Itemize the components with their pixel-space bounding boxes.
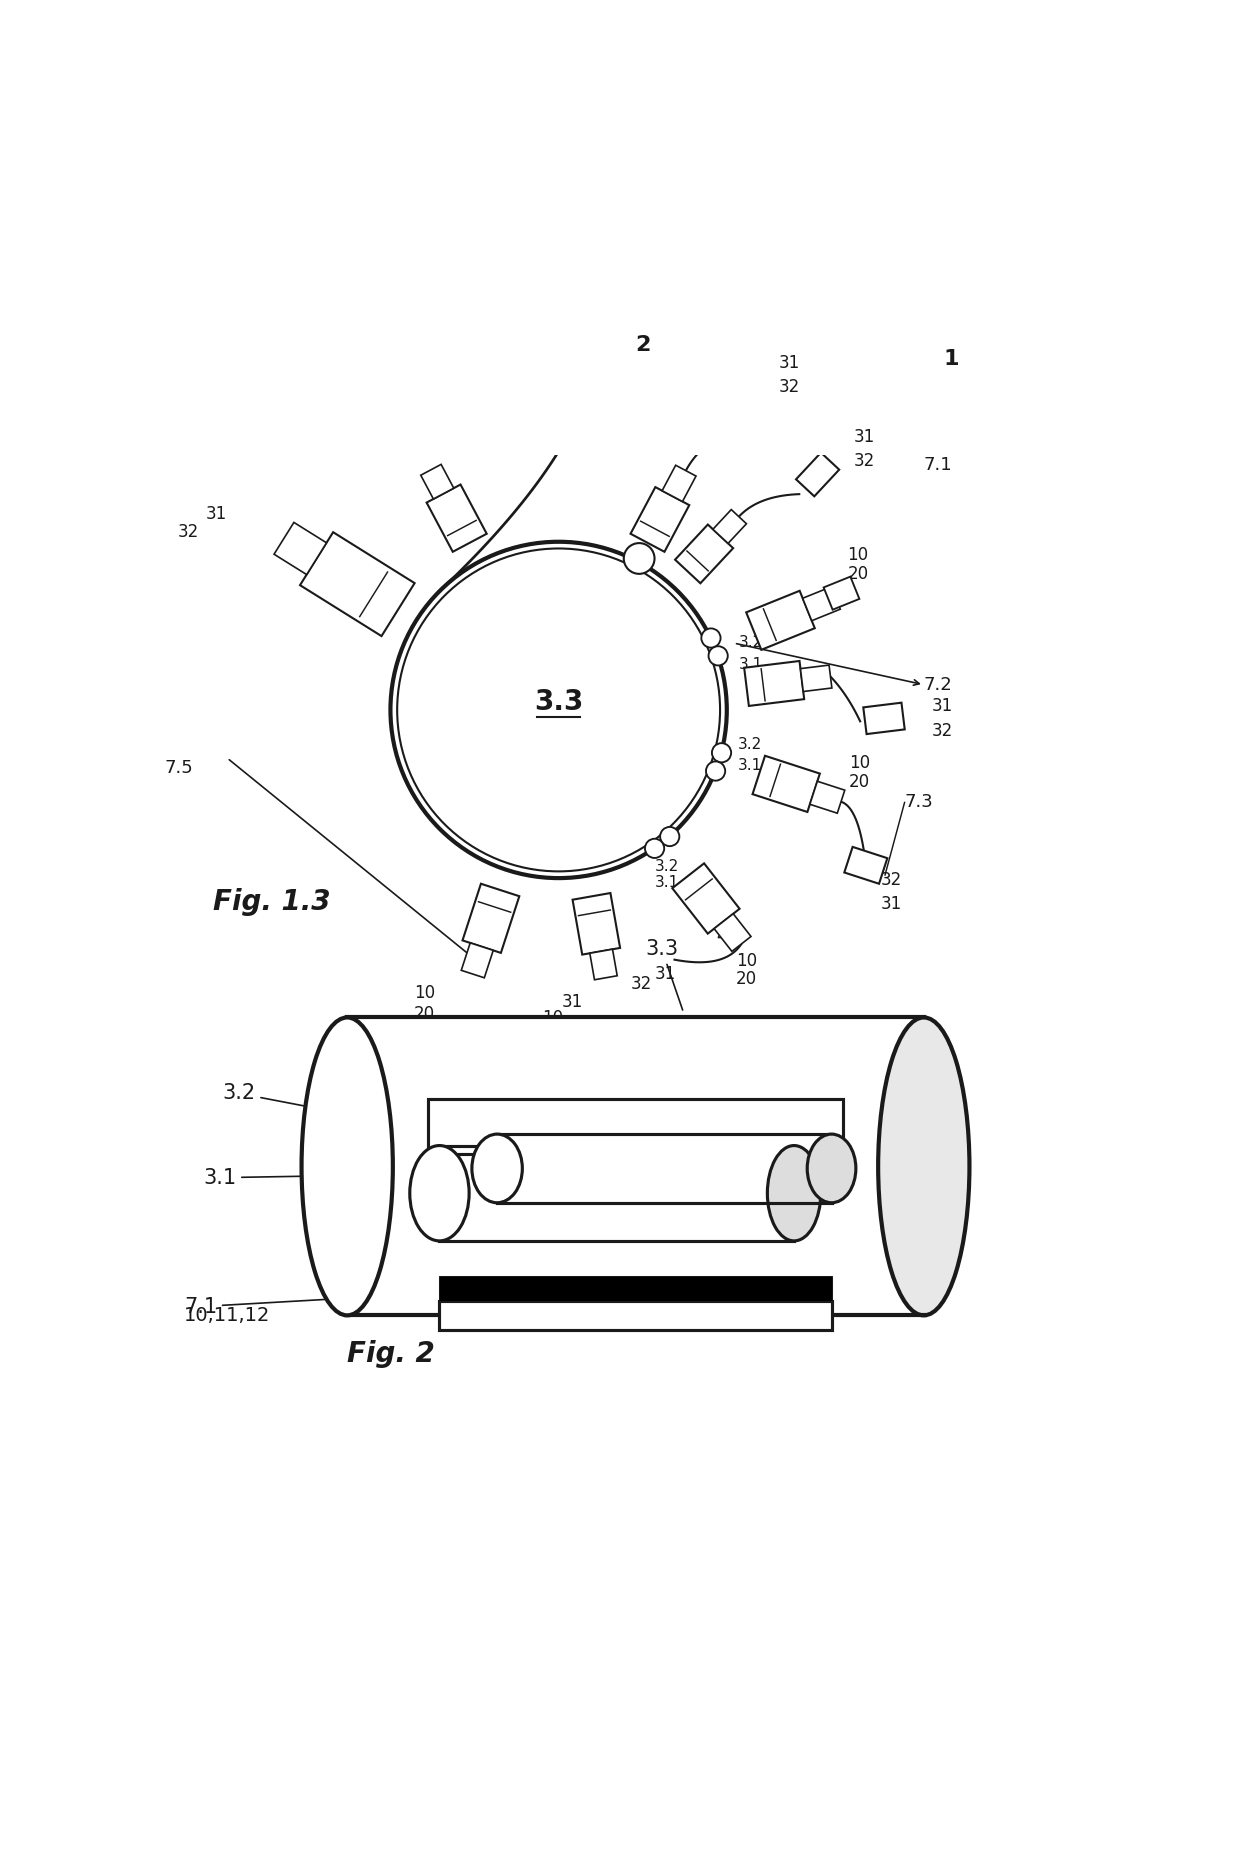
Text: 3.2: 3.2	[738, 737, 763, 752]
Text: 3.1: 3.1	[738, 758, 763, 773]
Text: 20: 20	[847, 565, 868, 584]
Text: 10: 10	[735, 952, 756, 971]
Text: 10,11,12: 10,11,12	[184, 1306, 270, 1325]
Text: 2: 2	[754, 1266, 823, 1327]
Text: 7.1: 7.1	[184, 1286, 512, 1317]
Circle shape	[645, 839, 665, 858]
Text: 3.2: 3.2	[739, 634, 763, 650]
Polygon shape	[823, 576, 859, 610]
Text: 20: 20	[542, 1027, 563, 1045]
Polygon shape	[675, 524, 733, 584]
Ellipse shape	[807, 1134, 856, 1203]
Circle shape	[706, 762, 725, 780]
Bar	[439, 1301, 832, 1330]
Circle shape	[624, 543, 655, 574]
Text: 7.4: 7.4	[573, 1028, 601, 1045]
Polygon shape	[796, 452, 839, 497]
Text: 10: 10	[848, 754, 869, 773]
Circle shape	[708, 647, 728, 665]
Text: 32: 32	[177, 523, 198, 541]
Text: 3.2: 3.2	[222, 1084, 410, 1127]
Text: 31: 31	[880, 895, 901, 914]
Text: Fig. 1.3: Fig. 1.3	[213, 888, 330, 915]
Ellipse shape	[768, 1145, 821, 1242]
Text: 3.2: 3.2	[655, 860, 680, 875]
Ellipse shape	[472, 1134, 522, 1203]
Polygon shape	[713, 510, 746, 543]
Text: 31: 31	[655, 965, 676, 984]
Circle shape	[660, 826, 680, 847]
Polygon shape	[427, 484, 487, 552]
Polygon shape	[590, 949, 618, 980]
Text: 7.2: 7.2	[924, 676, 952, 693]
Text: 31: 31	[562, 993, 583, 1010]
Polygon shape	[810, 782, 844, 813]
Text: 3.3: 3.3	[645, 939, 683, 1010]
Polygon shape	[801, 665, 832, 691]
Polygon shape	[573, 893, 620, 954]
Ellipse shape	[409, 1145, 469, 1242]
Text: 10: 10	[542, 1010, 563, 1027]
Polygon shape	[753, 756, 820, 812]
Polygon shape	[844, 847, 888, 884]
Polygon shape	[863, 702, 905, 734]
Circle shape	[391, 541, 727, 878]
Text: 20: 20	[735, 969, 756, 988]
Polygon shape	[630, 487, 689, 552]
Polygon shape	[662, 465, 696, 502]
Text: 3.1: 3.1	[655, 875, 680, 889]
Polygon shape	[463, 884, 520, 952]
Text: 32: 32	[542, 1043, 564, 1062]
Text: 2: 2	[635, 335, 651, 354]
Text: 32: 32	[779, 378, 800, 397]
Text: 32: 32	[630, 975, 651, 993]
Text: 31: 31	[206, 506, 227, 523]
Ellipse shape	[301, 1017, 393, 1316]
Text: 7.1: 7.1	[924, 456, 952, 474]
Polygon shape	[420, 465, 454, 498]
Text: 7.5: 7.5	[165, 758, 193, 776]
Polygon shape	[746, 591, 815, 650]
Text: Fig. 2: Fig. 2	[347, 1340, 435, 1368]
Circle shape	[712, 743, 732, 762]
Text: 40: 40	[717, 926, 738, 945]
Text: 31: 31	[853, 428, 874, 447]
Text: 3.1: 3.1	[203, 1167, 422, 1188]
Polygon shape	[744, 662, 805, 706]
Text: 20: 20	[848, 773, 869, 791]
Text: 40: 40	[810, 784, 831, 800]
Polygon shape	[274, 523, 326, 574]
Text: 31: 31	[931, 697, 954, 715]
Circle shape	[702, 628, 720, 649]
Polygon shape	[714, 914, 751, 951]
Text: 20: 20	[414, 1006, 435, 1023]
Ellipse shape	[878, 1017, 970, 1316]
Text: 10: 10	[414, 984, 435, 1002]
Polygon shape	[722, 382, 763, 430]
Polygon shape	[461, 943, 494, 978]
Text: 3.1: 3.1	[739, 656, 763, 673]
Polygon shape	[300, 532, 414, 636]
Text: 10: 10	[847, 547, 868, 563]
Text: 32: 32	[853, 452, 874, 471]
Text: 31: 31	[779, 354, 800, 372]
Text: 1: 1	[944, 348, 959, 369]
Text: 3.3: 3.3	[534, 687, 583, 717]
Bar	[439, 1277, 832, 1301]
Polygon shape	[672, 863, 739, 934]
Text: 32: 32	[880, 871, 901, 889]
Text: 32: 32	[931, 723, 954, 739]
Text: 7.3: 7.3	[905, 793, 934, 812]
Bar	[428, 1099, 843, 1154]
Polygon shape	[802, 587, 841, 621]
